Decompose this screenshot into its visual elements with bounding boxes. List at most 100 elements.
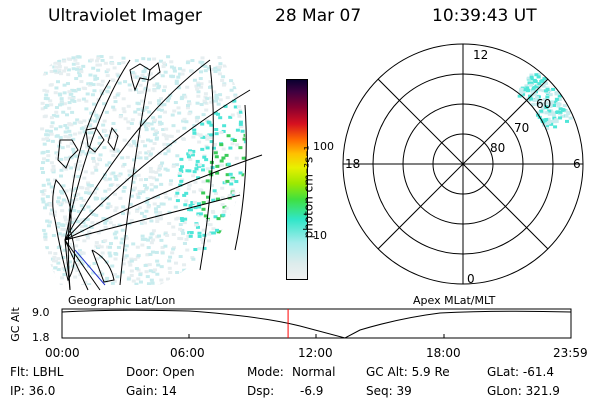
- emission-pixel: [156, 99, 161, 103]
- emission-pixel: [211, 198, 216, 202]
- emission-pixel: [528, 97, 533, 101]
- emission-pixel: [71, 67, 76, 71]
- emission-pixel: [75, 67, 80, 71]
- emission-pixel: [150, 127, 155, 131]
- emission-pixel: [58, 136, 63, 140]
- emission-pixel: [117, 62, 122, 66]
- emission-pixel: [136, 107, 141, 111]
- emission-pixel: [205, 146, 210, 150]
- emission-pixel: [228, 146, 233, 150]
- emission-pixel: [49, 185, 54, 189]
- emission-pixel: [240, 129, 245, 133]
- emission-pixel: [534, 96, 539, 100]
- emission-pixel: [164, 195, 169, 199]
- emission-pixel: [102, 119, 107, 123]
- emission-pixel: [186, 104, 191, 108]
- emission-pixel: [163, 70, 168, 74]
- emission-pixel: [230, 192, 235, 196]
- emission-pixel: [54, 127, 59, 131]
- emission-pixel: [95, 196, 100, 200]
- emission-pixel: [156, 263, 161, 267]
- emission-pixel: [558, 116, 563, 120]
- emission-pixel: [80, 283, 85, 285]
- emission-pixel: [537, 101, 542, 105]
- status-filter: Flt: LBHL: [10, 365, 64, 379]
- geographic-panel-label: Geographic Lat/Lon: [68, 294, 176, 307]
- emission-pixel: [154, 210, 159, 214]
- emission-pixel: [219, 143, 224, 147]
- emission-pixel: [77, 120, 82, 124]
- emission-pixel: [158, 173, 163, 177]
- emission-pixel: [148, 269, 153, 273]
- emission-pixel: [54, 106, 59, 110]
- emission-pixel: [149, 182, 154, 186]
- emission-pixel: [72, 89, 77, 93]
- emission-pixel: [554, 97, 559, 101]
- emission-pixel: [183, 217, 188, 221]
- emission-pixel: [89, 209, 94, 213]
- timeline-xtick-1800: 18:00: [426, 346, 461, 360]
- emission-pixel: [81, 64, 86, 68]
- emission-pixel: [556, 104, 561, 108]
- emission-pixel: [68, 260, 73, 264]
- emission-pixel: [112, 149, 117, 153]
- emission-pixel: [191, 149, 196, 153]
- emission-pixel: [140, 243, 145, 247]
- emission-pixel: [63, 130, 68, 134]
- emission-pixel: [63, 124, 68, 128]
- emission-pixel: [162, 85, 167, 89]
- emission-pixel: [127, 83, 132, 87]
- emission-pixel: [55, 114, 60, 118]
- emission-pixel: [201, 180, 206, 184]
- emission-pixel: [518, 90, 523, 94]
- emission-pixel: [62, 83, 67, 87]
- emission-pixel: [229, 88, 234, 92]
- emission-pixel: [542, 98, 547, 102]
- emission-pixel: [546, 117, 551, 121]
- emission-pixel: [163, 191, 168, 195]
- emission-pixel: [233, 105, 238, 109]
- emission-pixel: [210, 183, 215, 187]
- emission-pixel: [173, 205, 178, 209]
- emission-pixel: [121, 258, 126, 262]
- emission-pixel: [222, 124, 227, 128]
- emission-pixel: [78, 273, 83, 277]
- emission-pixel: [70, 253, 75, 257]
- emission-pixel: [88, 150, 93, 154]
- emission-pixel: [180, 228, 185, 232]
- emission-pixel: [152, 202, 157, 206]
- emission-pixel: [161, 128, 166, 132]
- emission-pixel: [558, 110, 563, 114]
- emission-pixel: [84, 152, 89, 156]
- emission-pixel: [206, 199, 211, 203]
- emission-pixel: [157, 120, 162, 124]
- emission-pixel: [135, 154, 140, 158]
- emission-pixel: [174, 261, 179, 265]
- emission-pixel: [136, 195, 141, 199]
- emission-pixel: [184, 199, 189, 203]
- emission-pixel: [549, 122, 554, 126]
- emission-pixel: [120, 237, 125, 241]
- emission-pixel: [542, 79, 547, 83]
- emission-pixel: [40, 107, 45, 111]
- emission-pixel: [182, 93, 187, 97]
- emission-pixel: [116, 74, 121, 78]
- timeline-ytick-9: 9.0: [32, 306, 50, 319]
- emission-pixel: [144, 156, 149, 160]
- emission-pixel: [221, 156, 226, 160]
- emission-pixel: [62, 248, 67, 252]
- emission-pixel: [177, 86, 182, 90]
- emission-pixel: [168, 179, 173, 183]
- emission-pixel: [194, 84, 199, 88]
- emission-pixel: [145, 122, 150, 126]
- emission-pixel: [60, 191, 65, 195]
- emission-pixel: [86, 236, 91, 240]
- emission-pixel: [172, 69, 177, 73]
- emission-pixel: [113, 252, 118, 256]
- emission-pixel: [67, 90, 72, 94]
- emission-pixel: [173, 101, 178, 105]
- emission-pixel: [181, 68, 186, 72]
- emission-pixel: [135, 75, 140, 79]
- emission-pixel: [49, 70, 54, 74]
- emission-pixel: [242, 137, 246, 141]
